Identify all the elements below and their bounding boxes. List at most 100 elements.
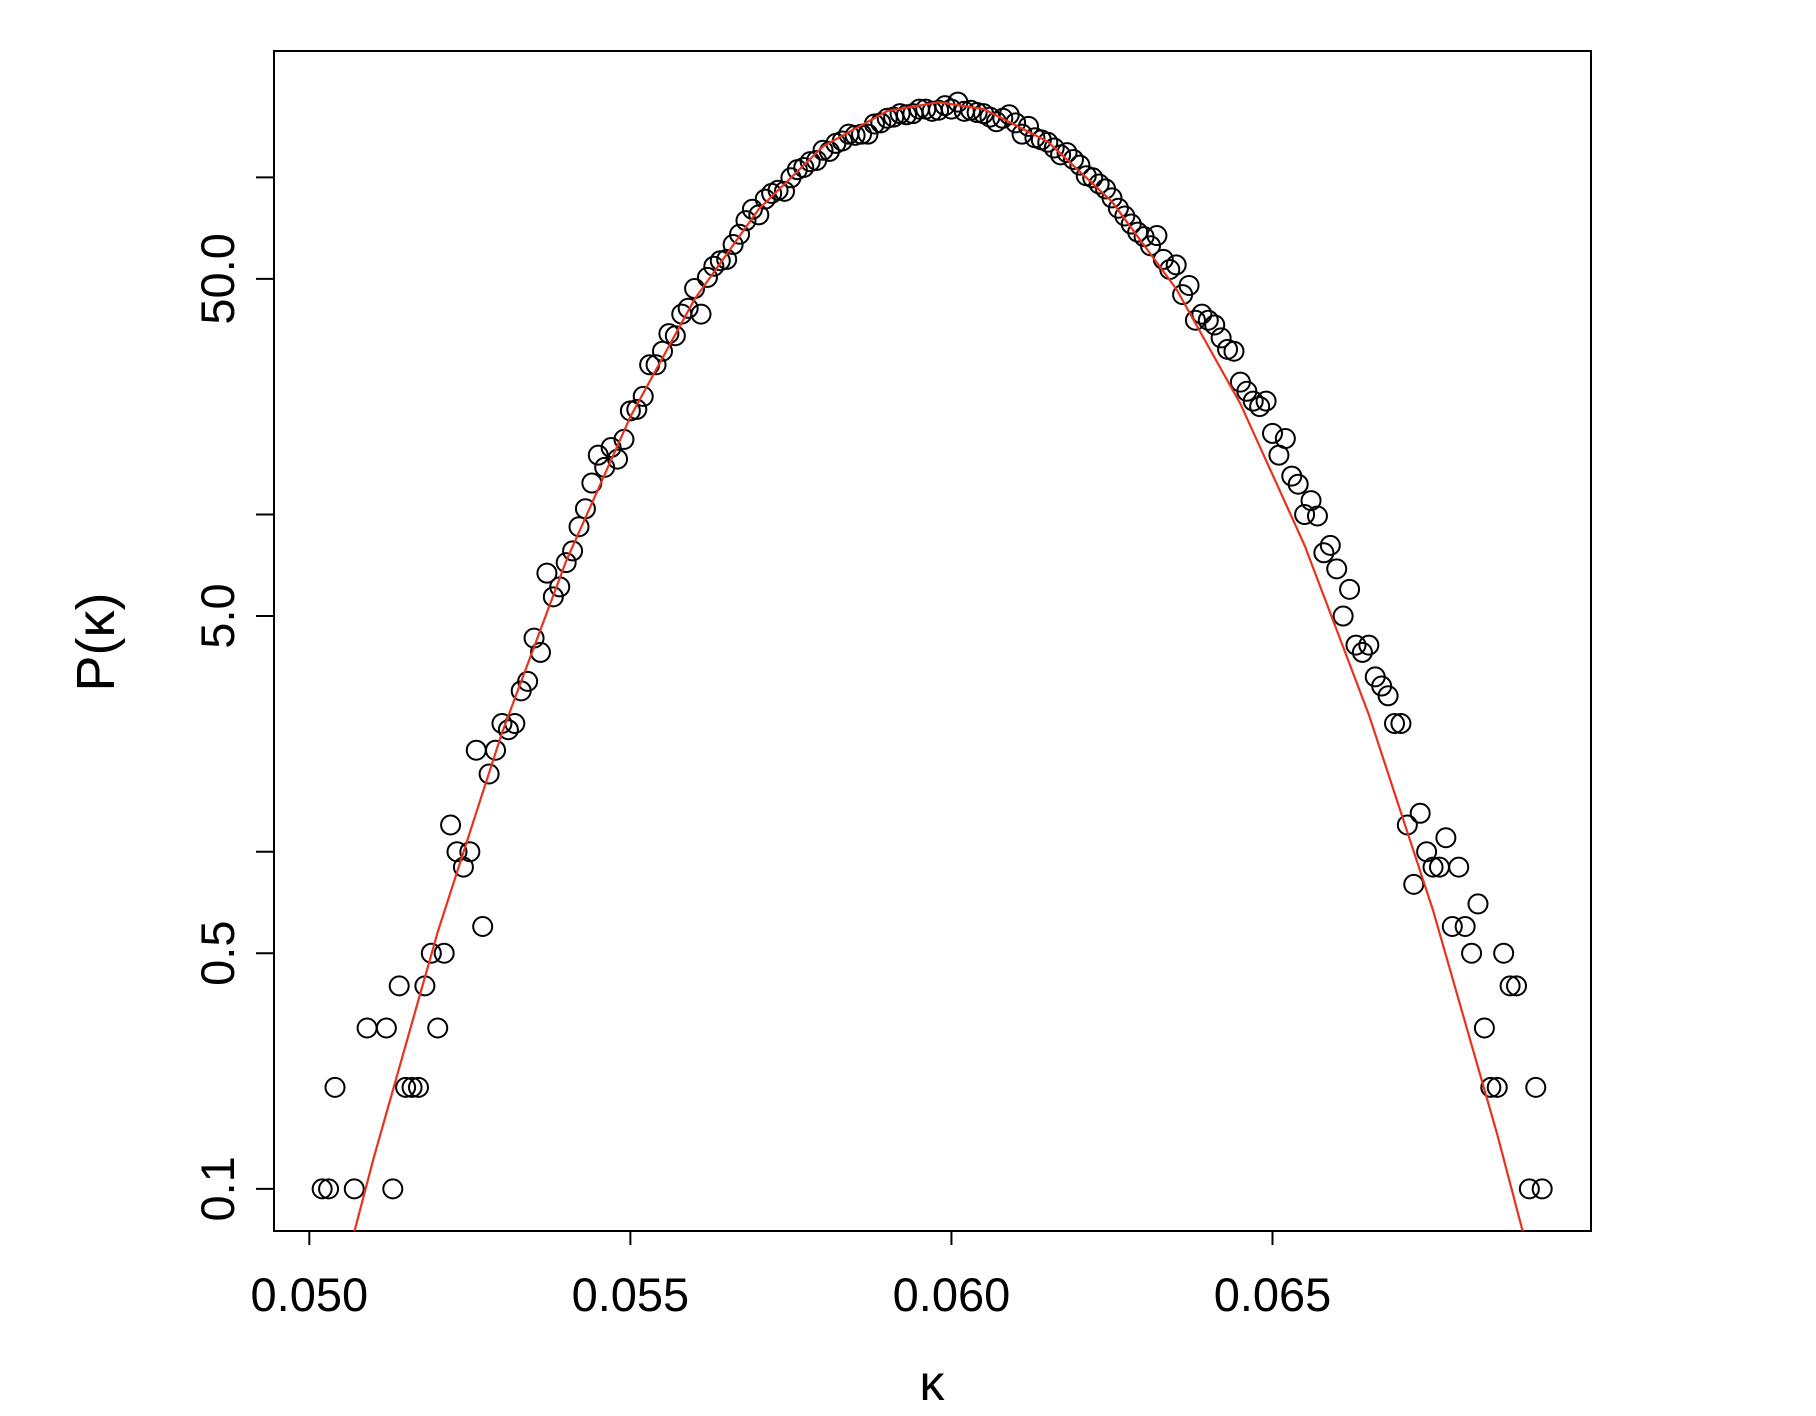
x-tick-label: 0.055 — [572, 1268, 690, 1321]
data-point — [1242, 390, 1264, 412]
data-point — [767, 179, 789, 201]
data-point — [536, 562, 558, 584]
data-point — [1082, 167, 1104, 189]
data-point — [1210, 327, 1232, 349]
data-point — [1197, 309, 1219, 331]
data-point — [587, 444, 609, 466]
data-point — [966, 102, 988, 124]
data-point — [1441, 916, 1463, 938]
data-point — [395, 1076, 417, 1098]
data-point — [1506, 975, 1528, 997]
data-point — [1486, 1076, 1508, 1098]
data-point — [1525, 1076, 1547, 1098]
data-point — [1403, 873, 1425, 895]
y-tick-label: 50.0 — [191, 233, 244, 324]
data-point — [1037, 131, 1059, 153]
data-point — [472, 916, 494, 938]
data-point — [401, 1076, 423, 1098]
data-point — [1287, 473, 1309, 495]
plot-area — [311, 91, 1553, 1231]
data-point — [632, 385, 654, 407]
data-point — [440, 814, 462, 836]
data-point — [1056, 142, 1078, 164]
data-point — [478, 763, 500, 785]
data-point — [407, 1076, 429, 1098]
data-point — [1262, 422, 1284, 444]
data-point — [1409, 802, 1431, 824]
data-point — [497, 719, 519, 741]
y-axis-label: P(κ) — [66, 593, 126, 692]
data-point — [388, 975, 410, 997]
data-point — [690, 303, 712, 325]
data-point — [318, 1178, 340, 1200]
data-point — [1294, 504, 1316, 526]
fit-curve — [353, 101, 1524, 1231]
data-point — [1274, 428, 1296, 450]
data-point — [1249, 396, 1271, 418]
data-point — [928, 99, 950, 121]
y-tick-label: 0.1 — [191, 1156, 244, 1221]
data-point — [895, 104, 917, 126]
data-point — [703, 255, 725, 277]
data-point — [1499, 975, 1521, 997]
data-point — [1326, 558, 1348, 580]
data-point — [1255, 390, 1277, 412]
data-point — [1332, 605, 1354, 627]
data-point — [375, 1017, 397, 1039]
data-point — [1313, 542, 1335, 564]
data-point — [664, 325, 686, 347]
data-point — [626, 398, 648, 420]
data-point — [1390, 713, 1412, 735]
data-point — [607, 448, 629, 470]
data-point — [324, 1076, 346, 1098]
data-point — [1531, 1178, 1553, 1200]
y-tick-label: 5.0 — [191, 583, 244, 648]
data-point — [1107, 197, 1129, 219]
data-point — [799, 151, 821, 173]
data-point — [1005, 112, 1027, 134]
plot-frame — [273, 50, 1592, 1232]
data-point — [517, 670, 539, 692]
data-point — [1043, 137, 1065, 159]
data-point — [1473, 1017, 1495, 1039]
data-point — [1088, 173, 1110, 195]
data-point — [729, 223, 751, 245]
data-point — [1358, 634, 1380, 656]
data-point — [1467, 893, 1489, 915]
data-point — [722, 234, 744, 256]
data-point — [562, 540, 584, 562]
data-point — [459, 841, 481, 863]
data-point — [793, 156, 815, 178]
data-point — [1191, 303, 1213, 325]
x-axis-label: κ — [920, 1355, 946, 1411]
data-point — [1493, 942, 1515, 964]
data-point — [433, 942, 455, 964]
data-point — [568, 516, 590, 538]
data-point — [1204, 314, 1226, 336]
data-point — [1454, 916, 1476, 938]
data-point — [1062, 148, 1084, 170]
data-point — [343, 1178, 365, 1200]
data-point — [1448, 856, 1470, 878]
data-point — [773, 180, 795, 202]
x-tick-label: 0.065 — [1214, 1268, 1332, 1321]
data-point — [812, 139, 834, 161]
y-tick-label: 0.5 — [191, 921, 244, 986]
data-point — [1461, 942, 1483, 964]
data-point — [1165, 254, 1187, 276]
data-point — [465, 739, 487, 761]
data-point — [420, 942, 442, 964]
data-point — [427, 1017, 449, 1039]
x-tick-label: 0.050 — [251, 1268, 369, 1321]
data-point — [1377, 685, 1399, 707]
data-point — [857, 123, 879, 145]
data-point — [1345, 634, 1367, 656]
data-point — [1178, 274, 1200, 296]
data-point — [1319, 534, 1341, 556]
data-point — [1101, 187, 1123, 209]
data-point — [645, 354, 667, 376]
data-point — [1223, 340, 1245, 362]
data-point — [735, 210, 757, 232]
